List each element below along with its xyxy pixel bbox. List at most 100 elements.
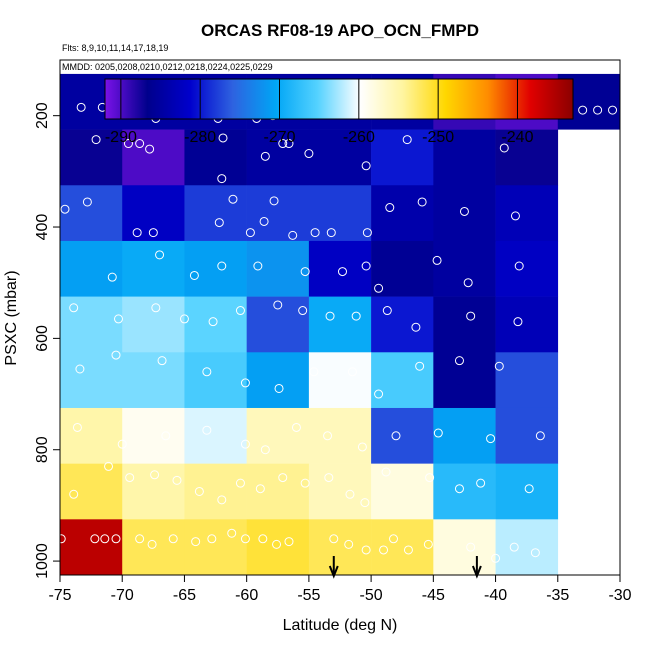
data-point (69, 489, 79, 499)
heatmap-cell (122, 463, 185, 520)
data-point (147, 539, 157, 549)
data-point (486, 434, 496, 444)
x-axis-label: Latitude (deg N) (283, 617, 398, 634)
data-point (145, 144, 155, 154)
heatmap-cell (60, 463, 123, 520)
data-point (255, 484, 265, 494)
data-point (466, 311, 476, 321)
data-point (217, 261, 227, 271)
heatmap-cell (60, 129, 123, 186)
data-point (168, 534, 178, 544)
data-point (260, 445, 270, 455)
heatmap-cell (371, 240, 434, 297)
data-point (361, 161, 371, 171)
data-point (379, 545, 389, 555)
data-point (382, 306, 392, 316)
data-point (148, 228, 158, 238)
data-point (432, 255, 442, 265)
data-point (509, 542, 519, 552)
data-point (347, 367, 357, 377)
heatmap-cell (60, 519, 123, 576)
x-tick-label: -50 (360, 587, 383, 604)
data-point (72, 422, 82, 432)
heatmap-cell (184, 240, 247, 297)
data-point (300, 478, 310, 488)
data-point (278, 473, 288, 483)
heatmap-cell (246, 296, 310, 353)
colorbar-tick-label: -290 (105, 129, 137, 146)
heatmap-cell (184, 407, 247, 464)
heatmap-cell (495, 240, 559, 297)
data-point (344, 539, 354, 549)
data-point (245, 228, 255, 238)
heatmap-cell (60, 352, 123, 409)
x-axis: -75 -70 -65 -60 -55 -50 -45 -40 -35 -30 (48, 575, 632, 604)
x-tick-label: -45 (422, 587, 445, 604)
heatmap-cell (308, 407, 372, 464)
heatmap-cells (60, 73, 620, 576)
heatmap-cell (246, 407, 310, 464)
data-point (524, 484, 534, 494)
heatmap-cell (60, 240, 123, 297)
data-point (235, 306, 245, 316)
data-point (202, 367, 212, 377)
data-point (113, 314, 123, 324)
data-point (117, 439, 127, 449)
data-point (155, 250, 165, 260)
y-tick-label: 600 (34, 325, 51, 352)
data-point (91, 135, 101, 145)
data-point (76, 102, 86, 112)
down-arrow-icon (471, 565, 482, 579)
heatmap-cell (371, 296, 434, 353)
data-point (259, 216, 269, 226)
data-point (385, 203, 395, 213)
colorbar-tick-label: -260 (343, 129, 375, 146)
data-point (253, 261, 263, 271)
data-point (56, 534, 66, 544)
data-point (207, 534, 217, 544)
data-point (235, 478, 245, 488)
heatmap-cell (371, 185, 434, 242)
x-tick-label: -75 (48, 587, 71, 604)
data-point (100, 534, 110, 544)
data-point (291, 422, 301, 432)
heatmap-cell (495, 519, 559, 576)
down-arrow-icon (328, 565, 339, 579)
heatmap-cell (122, 240, 185, 297)
data-point (466, 542, 476, 552)
data-point (578, 105, 588, 115)
heatmap-cell (433, 296, 496, 353)
data-point (125, 473, 135, 483)
data-point (403, 545, 413, 555)
x-tick-label: -30 (608, 587, 631, 604)
data-point (161, 431, 171, 441)
data-point (298, 306, 308, 316)
heatmap-cell (246, 463, 310, 520)
data-point (535, 431, 545, 441)
heatmap-cell (122, 407, 185, 464)
heatmap-cell (122, 129, 185, 186)
arrow-markers (328, 556, 482, 579)
data-point (123, 139, 133, 149)
heatmap-cell (122, 296, 185, 353)
data-point (135, 139, 145, 149)
data-point (240, 378, 250, 388)
plot-frame (59, 59, 621, 576)
data-point (132, 228, 142, 238)
data-point (329, 534, 339, 544)
heatmap-cell (308, 352, 372, 409)
heatmap-cell (246, 519, 310, 576)
y-tick-label: 400 (34, 214, 51, 241)
data-points (56, 102, 618, 563)
heatmap-cell (60, 296, 123, 353)
heatmap-cell (184, 352, 247, 409)
data-point (374, 283, 384, 293)
data-point (151, 303, 161, 313)
x-tick-label: -70 (111, 587, 134, 604)
data-point (499, 143, 509, 153)
data-point (227, 528, 237, 538)
data-point (189, 270, 199, 280)
data-point (218, 133, 228, 143)
y-axis: 200 400 600 800 1000 (34, 102, 60, 579)
heatmap-cell (308, 240, 372, 297)
